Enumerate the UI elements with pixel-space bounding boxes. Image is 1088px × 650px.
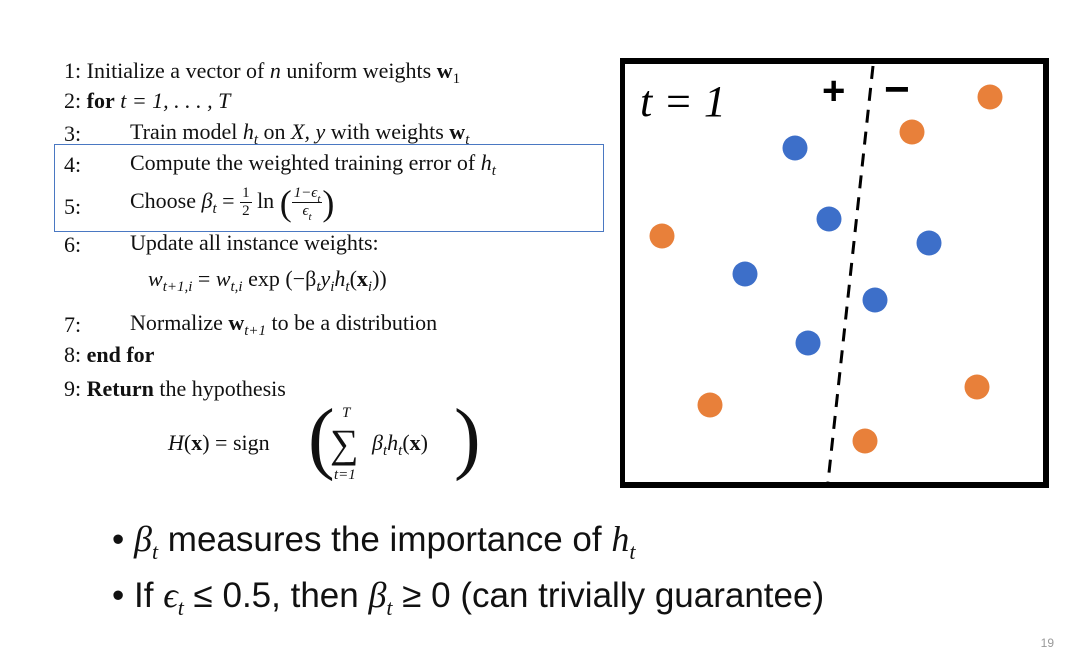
bullet-1: • βt measures the importance of ht (112, 519, 636, 564)
line-number: 5: (64, 194, 82, 219)
line-number: 8: (64, 342, 82, 367)
algo-line-7: Normalize wt+1 to be a distribution (130, 310, 438, 339)
weight-update-formula: wt+1,i = wt,i exp (−βtyiht(xi)) (148, 266, 387, 295)
orange-point-3 (649, 223, 675, 249)
algo-line-9: 9: Return the hypothesis (64, 376, 286, 401)
blue-point-1 (782, 135, 808, 161)
blue-point-4 (732, 261, 758, 287)
line-number: 4: (64, 152, 82, 177)
classifier-panel: t = 1 + − (620, 58, 1049, 488)
blue-point-5 (862, 287, 888, 313)
highlight-box (54, 144, 604, 232)
algo-line-1: 1: Initialize a vector of n uniform weig… (64, 58, 461, 87)
line-number: 6: (64, 232, 82, 257)
blue-point-2 (816, 206, 842, 232)
line-number: 2: (64, 88, 82, 113)
sum-symbol: ∑ (330, 421, 359, 466)
algo-line-2: 2: for t = 1, . . . , T (64, 88, 231, 113)
bullet-2: • If ϵt ≤ 0.5, then βt ≥ 0 (can triviall… (112, 575, 825, 620)
blue-point-6 (795, 330, 821, 356)
blue-point-3 (916, 230, 942, 256)
page-number: 19 (1040, 636, 1054, 650)
line-number: 1: (64, 58, 82, 83)
decision-boundary (826, 65, 875, 483)
orange-point-5 (697, 392, 723, 418)
algo-line-8: 8: end for (64, 342, 155, 367)
plus-label: + (822, 69, 845, 113)
line-number: 3: (64, 121, 82, 146)
panel-title: t = 1 (640, 77, 726, 126)
algo-line-6: Update all instance weights: (130, 230, 379, 255)
orange-point-2 (899, 119, 925, 145)
algo-line-3: Train model ht on X, y with weights wt (130, 119, 470, 148)
line-number: 9: (64, 376, 82, 401)
line-number: 7: (64, 312, 82, 337)
minus-label: − (884, 65, 910, 114)
panel-border (620, 58, 1049, 488)
orange-point-4 (964, 374, 990, 400)
orange-point-6 (852, 428, 878, 454)
error-fraction: 1−ϵt ϵt (291, 185, 323, 224)
points-layer (649, 84, 1003, 454)
algo-line-4: Compute the weighted training error of h… (130, 150, 496, 179)
orange-point-1 (977, 84, 1003, 110)
